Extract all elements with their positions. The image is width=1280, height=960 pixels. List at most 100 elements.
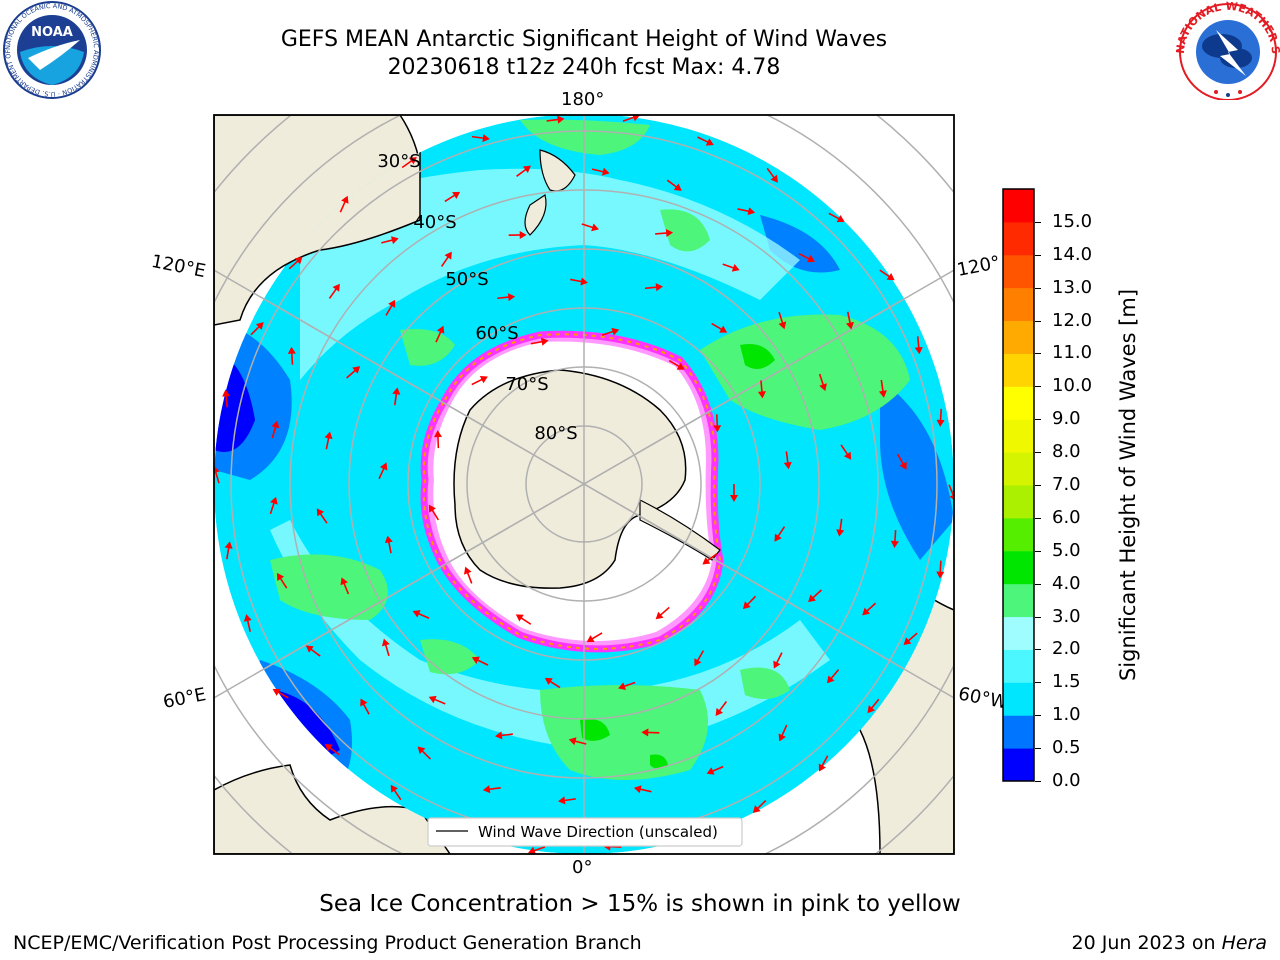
colorbar-block — [1003, 189, 1034, 223]
colorbar-block — [1003, 583, 1034, 618]
wave-arrow-head — [428, 504, 436, 513]
wave-arrow-head — [731, 263, 740, 272]
wave-arrow-head — [878, 390, 887, 398]
wave-arrow-head — [729, 495, 739, 502]
colorbar-block — [1003, 386, 1034, 420]
colorbar-block — [1003, 517, 1034, 552]
colorbar-tick-label: 3.0 — [1052, 605, 1081, 627]
wave-arrow-head — [655, 283, 663, 292]
wave-arrow-head — [846, 321, 854, 330]
wind-wave-arrows — [214, 115, 954, 854]
wave-arrow-head — [903, 637, 912, 645]
wave-arrow-head — [818, 763, 826, 772]
colorbar-block — [1003, 649, 1034, 683]
wave-arrow-head — [390, 236, 399, 245]
wave-arrow-head — [388, 299, 396, 308]
colorbar-tick-mark — [1035, 649, 1041, 651]
wave-arrow-head — [519, 230, 527, 240]
colorbar-tick-mark — [1035, 715, 1041, 717]
wave-arrow-head — [655, 611, 664, 620]
wave-arrow-head — [715, 707, 723, 716]
colorbar-block — [1003, 748, 1034, 782]
wave-arrow-head — [665, 228, 674, 238]
wave-arrow-head — [580, 277, 588, 286]
footer-date: 20 Jun 2023 on Hera — [1072, 932, 1267, 954]
colorbar-tick-label: 8.0 — [1052, 441, 1081, 463]
colorbar-tick-label: 7.0 — [1052, 474, 1081, 495]
wave-arrow-head — [591, 223, 599, 232]
wave-arrow-head — [384, 535, 393, 544]
wave-arrow-head — [433, 430, 442, 438]
wave-arrow-head — [360, 698, 368, 707]
wave-arrow-head — [778, 321, 787, 330]
colorbar-block — [1003, 550, 1034, 585]
wave-arrow-head — [452, 191, 461, 199]
colorbar-tick-label: 0.0 — [1052, 770, 1081, 791]
wave-arrow-head — [586, 635, 595, 643]
colorbar-block — [1003, 419, 1034, 453]
wave-arrow-head — [558, 796, 566, 805]
wave-arrow-head — [379, 462, 388, 471]
wave-arrow-head — [702, 557, 711, 565]
lat-label-30s: 30°S — [377, 151, 421, 172]
colorbar-tick-mark — [1035, 386, 1041, 388]
wave-arrow-head — [482, 785, 491, 794]
wave-arrow-head — [341, 195, 349, 204]
wave-arrow-head — [632, 115, 640, 122]
wave-arrow-head — [611, 327, 620, 336]
colorbar-tick-label: 14.0 — [1052, 243, 1093, 265]
map-legend: Wind Wave Direction (unscaled) — [427, 817, 743, 847]
wave-arrow-head — [340, 577, 348, 586]
colorbar-tick-label: 10.0 — [1052, 375, 1093, 397]
colorbar-tick-label: 15.0 — [1052, 210, 1093, 232]
lon-label-180: 180° — [561, 89, 605, 110]
wave-arrow-head — [949, 494, 954, 500]
wave-arrow-head — [390, 784, 398, 793]
wave-arrow-head — [471, 656, 480, 664]
wave-arrow-head — [428, 695, 437, 704]
colorbar-tick-mark — [1035, 682, 1041, 684]
colorbar-tick-label: 1.5 — [1052, 671, 1081, 693]
lon-label-0: 0° — [572, 857, 593, 878]
colorbar-tick-label: 0.5 — [1052, 737, 1081, 759]
lat-label-70s: 70°S — [505, 374, 549, 395]
chart-subtitle: 20230618 t12z 240h fcst Max: 4.78 — [387, 55, 781, 80]
colorbar-block — [1003, 485, 1034, 519]
lat-label-80s: 80°S — [534, 423, 578, 444]
wave-arrow-head — [417, 746, 426, 755]
map-frame — [213, 114, 955, 855]
wave-arrow-head — [783, 461, 792, 470]
colorbar-block — [1003, 616, 1034, 650]
antarctic-peninsula — [639, 499, 721, 561]
wave-arrow-head — [540, 337, 549, 346]
colorbar-tick-mark — [1035, 517, 1041, 519]
wave-arrow-head — [408, 157, 417, 165]
colorbar-tick-mark — [1035, 748, 1041, 750]
colorbar-tick-label: 4.0 — [1052, 572, 1081, 594]
colorbar — [1002, 188, 1035, 782]
wave-arrow-head — [528, 846, 536, 854]
colorbar-tick-label: 1.0 — [1052, 704, 1081, 726]
wave-arrow-head — [808, 594, 816, 603]
wave-arrow-head — [214, 466, 220, 474]
legend-label: Wind Wave Direction (unscaled) — [478, 823, 718, 841]
wave-arrow-head — [515, 614, 524, 622]
colorbar-tick-label: 9.0 — [1052, 408, 1081, 430]
wave-arrow-head — [633, 785, 642, 794]
wave-arrow-head — [890, 540, 899, 548]
wave-arrow-head — [770, 174, 778, 183]
wave-arrow-head — [827, 675, 835, 684]
wave-arrow-head — [774, 533, 782, 542]
colorbar-block — [1003, 353, 1034, 387]
colorbar-tick-mark — [1035, 221, 1041, 223]
colorbar-tick-label: 11.0 — [1052, 342, 1093, 364]
wave-arrow-head — [272, 688, 281, 696]
wave-arrow-head — [618, 682, 626, 690]
wave-arrow-head — [886, 272, 895, 281]
wave-arrow-head — [705, 138, 714, 146]
wave-arrow-head — [757, 391, 766, 399]
colorbar-label: Significant Height of Wind Waves [m] — [1116, 288, 1140, 682]
wave-arrow-head — [557, 115, 565, 124]
colorbar-tick-mark — [1035, 485, 1041, 486]
wave-arrow-head — [392, 387, 401, 395]
